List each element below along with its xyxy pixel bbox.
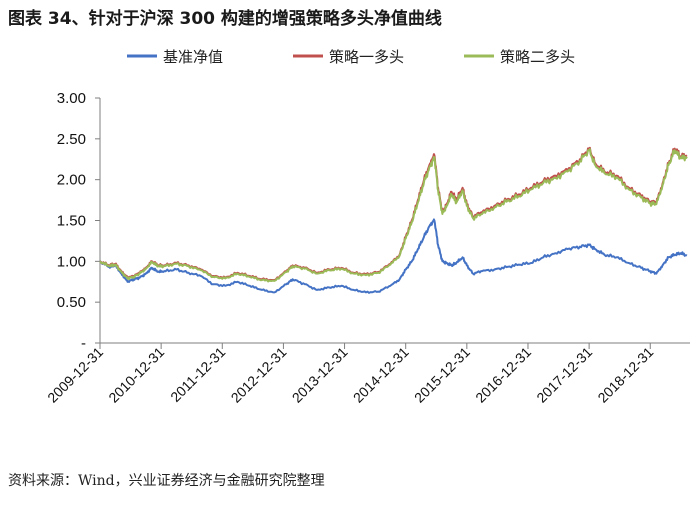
y-tick-label: 3.00 — [57, 90, 86, 107]
x-tick-label: 2010-12-31 — [105, 344, 167, 406]
y-tick-label: - — [81, 335, 86, 352]
series-lines — [99, 146, 688, 294]
legend: 基准净值 策略一多头 策略二多头 — [127, 48, 575, 66]
x-tick-label: 2015-12-31 — [411, 344, 473, 406]
y-tick-label: 1.50 — [57, 213, 86, 230]
y-tick-label: 1.00 — [57, 253, 86, 270]
x-tick-label: 2017-12-31 — [533, 344, 595, 406]
series-line-3 — [99, 148, 688, 283]
y-tick-label: 0.50 — [57, 294, 86, 311]
y-tick-label: 2.00 — [57, 172, 86, 189]
x-tick-label: 2012-12-31 — [228, 344, 290, 406]
series-line-1 — [99, 218, 688, 294]
y-tick-label: 2.50 — [57, 131, 86, 148]
legend-label: 策略一多头 — [329, 48, 404, 66]
x-tick-label: 2016-12-31 — [472, 344, 534, 406]
x-tick-label: 2011-12-31 — [167, 344, 228, 405]
x-tick-label: 2018-12-31 — [594, 344, 656, 406]
source-note: 资料来源：Wind，兴业证券经济与金融研究院整理 — [8, 473, 325, 489]
x-tick-label: 2013-12-31 — [289, 344, 351, 406]
x-tick-label: 2009-12-31 — [44, 344, 106, 406]
chart-title: 图表 34、针对于沪深 300 构建的增强策略多头净值曲线 — [8, 9, 442, 29]
legend-label: 策略二多头 — [500, 48, 575, 66]
legend-label: 基准净值 — [163, 48, 223, 66]
x-tick-label: 2014-12-31 — [350, 344, 412, 406]
